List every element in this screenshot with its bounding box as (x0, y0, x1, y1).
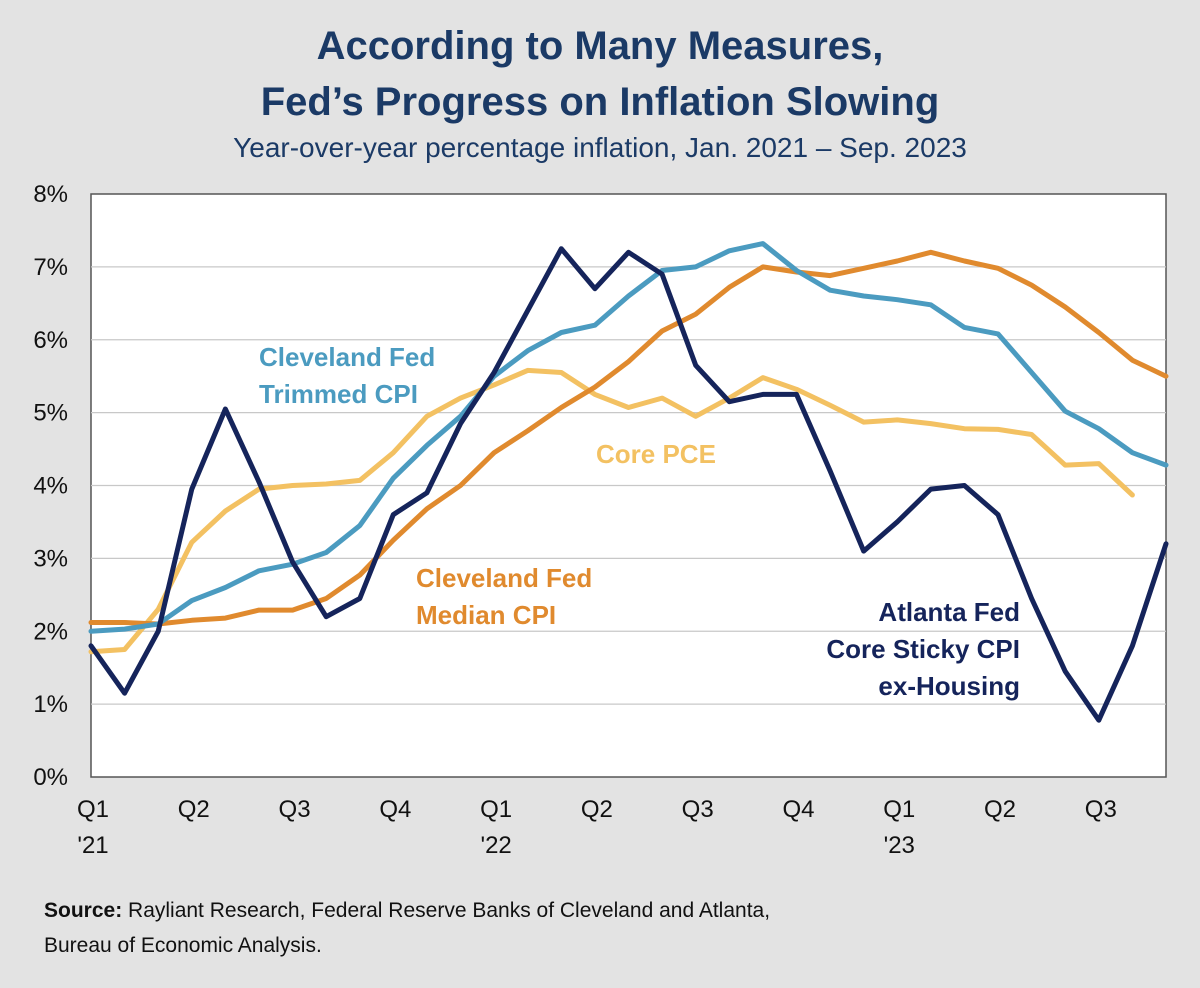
series-label: Cleveland Fed (416, 563, 592, 593)
x-tick-label: Q1 (883, 796, 915, 823)
y-tick-label: 2% (33, 618, 68, 645)
series-label: Trimmed CPI (259, 379, 418, 409)
chart-title-line-2: Fed’s Progress on Inflation Slowing (260, 80, 940, 124)
x-tick-label: Q3 (1085, 796, 1117, 823)
series-line-atlanta-fed-core-sticky-cpi-ex-housing (88, 246, 1169, 723)
y-tick-label: 5% (33, 400, 68, 427)
x-tick-year-label: '23 (884, 832, 915, 859)
series-label: Core Sticky CPI (826, 634, 1020, 664)
x-tick-label: Q1 (480, 796, 512, 823)
source-text-2: Bureau of Economic Analysis. (44, 934, 322, 957)
x-tick-label: Q3 (682, 796, 714, 823)
series-lines (88, 241, 1169, 723)
chart-subtitle: Year-over-year percentage inflation, Jan… (233, 132, 967, 163)
series-line-cleveland-fed-median-cpi (88, 249, 1169, 627)
series-line-cleveland-fed-trimmed-cpi (88, 241, 1169, 634)
y-tick-label: 4% (33, 473, 68, 500)
series-label: Atlanta Fed (878, 597, 1020, 627)
y-tick-label: 8% (33, 181, 68, 208)
series-label: ex-Housing (878, 671, 1020, 701)
x-tick-label: Q3 (279, 796, 311, 823)
chart-title-line-1: According to Many Measures, (316, 24, 884, 68)
series-labels: Atlanta Fed Core Sticky CPI ex-Housing Clev… (259, 342, 1020, 701)
y-tick-label: 6% (33, 327, 68, 354)
series-line-core-pce (88, 367, 1135, 655)
x-tick-label: Q2 (178, 796, 210, 823)
x-tick-label: Q2 (581, 796, 613, 823)
source-note: Source: Rayliant Research, Federal Reser… (44, 893, 1144, 963)
y-tick-label: 7% (33, 254, 68, 281)
series-label: Core PCE (596, 439, 716, 469)
x-axis: Q1 '21 Q2 Q3 Q4 Q1 '22 Q2 Q3 Q4 Q1 '23 Q2 Q3 (77, 796, 1117, 859)
x-tick-year-label: '22 (480, 832, 511, 859)
x-tick-label: Q1 (77, 796, 109, 823)
x-tick-label: Q2 (984, 796, 1016, 823)
source-text: Rayliant Research, Federal Reserve Banks… (122, 899, 771, 922)
x-tick-label: Q4 (379, 796, 411, 823)
series-label: Cleveland Fed (259, 342, 435, 372)
x-tick-label: Q4 (782, 796, 814, 823)
y-tick-label: 0% (33, 764, 68, 791)
x-tick-year-label: '21 (77, 832, 108, 859)
y-axis: 0% 1% 2% 3% 4% 5% 6% 7% 8% (33, 181, 68, 791)
y-tick-label: 1% (33, 691, 68, 718)
y-tick-label: 3% (33, 545, 68, 572)
series-label: Median CPI (416, 600, 556, 630)
source-label: Source: (44, 899, 123, 922)
